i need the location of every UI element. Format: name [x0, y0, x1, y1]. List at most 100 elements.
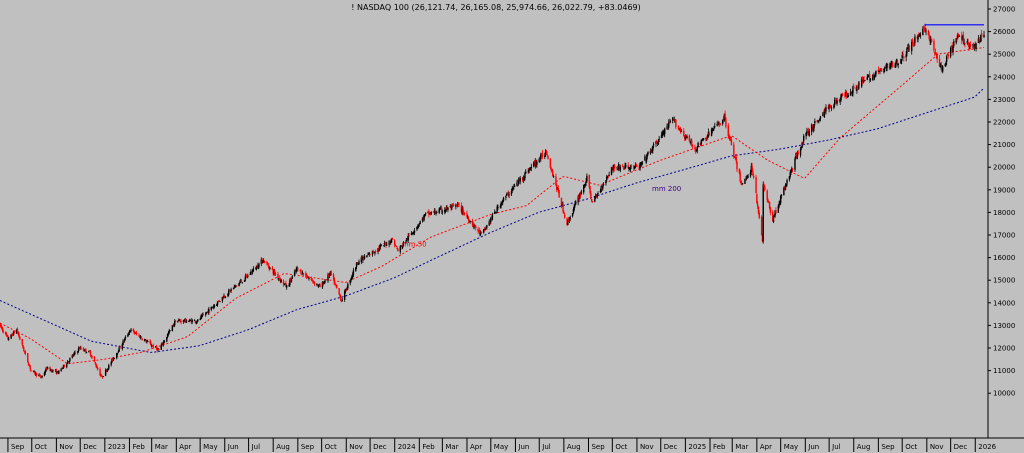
candle-body [0, 326, 3, 328]
x-tick-label: Feb [422, 443, 435, 451]
candle-body [650, 151, 652, 153]
candle-body [722, 119, 724, 124]
x-tick-label: Jun [517, 443, 529, 451]
candle-body [889, 66, 891, 69]
candle-body [690, 141, 692, 144]
candle-body [343, 291, 346, 300]
candle-body [595, 196, 598, 198]
candle-body [635, 164, 637, 166]
candle-body [947, 54, 949, 57]
candle-body [747, 176, 749, 178]
candle-body [180, 321, 182, 323]
x-tick-label: Dec [664, 443, 678, 451]
candle-body [602, 183, 605, 185]
candle-body [662, 132, 664, 134]
candle-body [647, 152, 649, 154]
ma200-line [0, 87, 985, 353]
candle-body [274, 273, 277, 275]
candle-body [58, 370, 60, 374]
candle-body [188, 320, 190, 323]
candle-body [622, 167, 625, 169]
candle-body [313, 281, 316, 285]
candle-body [499, 206, 502, 208]
candle-body [216, 304, 218, 306]
candle-body [78, 348, 81, 350]
candle-body [633, 165, 635, 169]
candle-body [880, 68, 883, 72]
candle-body [813, 124, 815, 129]
candle-body [729, 137, 732, 140]
candle-body [212, 306, 215, 308]
candle-body [711, 129, 714, 131]
candle-body [357, 263, 359, 265]
candle-body [141, 338, 143, 340]
candle-body [358, 261, 360, 265]
x-tick-label: Jun [807, 443, 819, 451]
candle-body [423, 215, 425, 220]
candle-body [513, 185, 516, 187]
candle-body [479, 232, 482, 235]
candle-body [222, 297, 224, 299]
candle-body [356, 262, 359, 265]
candle-body [221, 296, 224, 301]
candle-body [583, 184, 585, 193]
candle-body [352, 270, 355, 276]
candle-body [501, 202, 503, 204]
candle-body [625, 165, 627, 167]
candle-body [641, 162, 643, 164]
candle-body [968, 43, 970, 47]
candle-body [18, 333, 20, 338]
candle-body [308, 278, 310, 280]
candle-body [585, 181, 587, 183]
candle-body [883, 68, 885, 73]
candle-body [979, 40, 981, 43]
candle-body [371, 250, 374, 255]
candle-body [778, 203, 780, 207]
candle-body [133, 331, 135, 334]
candle-body [497, 207, 499, 209]
candle-body [89, 351, 92, 356]
candle-body [966, 40, 969, 44]
candle-body [872, 75, 874, 81]
candle-body [273, 271, 275, 274]
candle-body [938, 58, 941, 67]
candle-body [583, 184, 586, 186]
candle-body [505, 193, 508, 196]
candle-body [177, 320, 179, 322]
y-tick-label: 16000 [993, 254, 1015, 262]
candle-body [822, 113, 825, 116]
candle-body [517, 179, 520, 184]
candle-body [623, 167, 625, 169]
candle-body [884, 67, 886, 69]
candle-body [272, 270, 274, 274]
candle-body [217, 300, 220, 302]
candle-body [905, 54, 907, 58]
candle-body [317, 284, 320, 286]
candle-body [216, 301, 219, 305]
x-tick-label: Nov [59, 443, 73, 451]
candle-body [949, 47, 952, 57]
candle-body [373, 252, 375, 253]
candle-body [233, 286, 235, 288]
candle-body [33, 371, 35, 373]
candle-body [746, 177, 749, 179]
candle-body [667, 124, 669, 128]
candle-body [702, 139, 704, 141]
candle-body [900, 59, 903, 64]
candle-body [468, 221, 471, 223]
candle-body [613, 165, 615, 167]
candle-body [440, 207, 443, 212]
candle-body [777, 205, 780, 213]
candle-body [816, 120, 818, 122]
candle-body [519, 178, 521, 182]
x-tick-label: Dec [83, 443, 97, 451]
candle-body [84, 349, 86, 351]
candles-group [0, 23, 985, 379]
candle-body [156, 348, 158, 351]
candle-body [791, 169, 794, 171]
x-tick-label: Nov [640, 443, 654, 451]
candle-body [641, 161, 644, 163]
candle-body [182, 320, 185, 322]
candle-body [374, 252, 376, 254]
candle-body [606, 175, 609, 177]
